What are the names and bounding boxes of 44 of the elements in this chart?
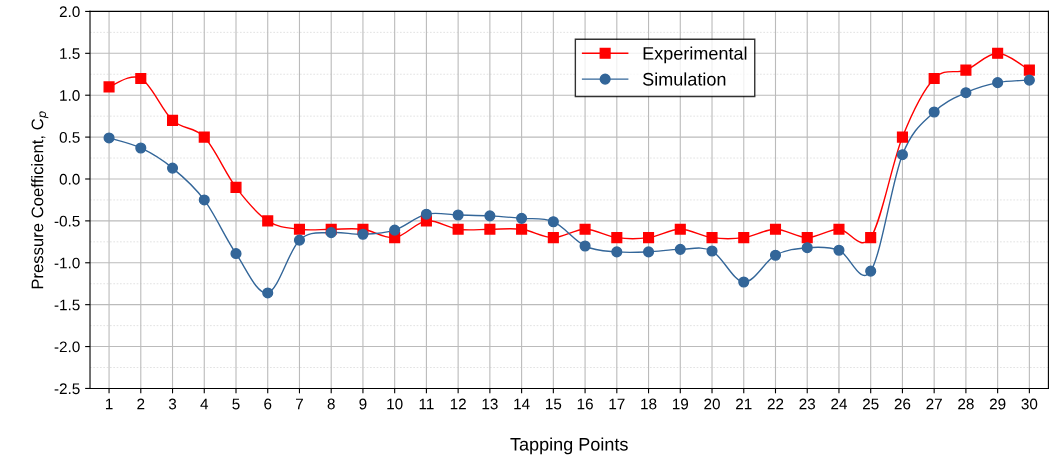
x-tick-label: 28 [958, 398, 974, 410]
x-tick-label: 13 [482, 398, 498, 410]
y-tick-label: 0.5 [59, 131, 80, 143]
x-tick-label: 20 [704, 398, 720, 410]
x-tick-label: 9 [359, 398, 367, 410]
x-tick-label: 12 [450, 398, 466, 410]
x-tick-label: 22 [767, 398, 784, 410]
y-tick-label: -1.0 [54, 257, 80, 269]
x-tick-label: 29 [989, 398, 1006, 410]
x-tick-label: 26 [894, 398, 911, 410]
x-tick-label: 14 [514, 398, 530, 410]
x-tick-label: 17 [609, 398, 625, 410]
x-tick-label: 19 [672, 398, 689, 410]
y-tick-label: -0.5 [54, 215, 80, 227]
x-tick-label: 27 [926, 398, 942, 410]
x-tick-label: 8 [327, 398, 335, 410]
x-tick-label: 15 [546, 398, 562, 410]
x-tick-label: 21 [736, 398, 752, 410]
x-tick-label: 10 [387, 398, 403, 410]
x-tick-label: 18 [641, 398, 657, 410]
y-tick-label: 2.0 [59, 6, 80, 18]
x-tick-label: 23 [799, 398, 816, 410]
x-tick-label: 5 [232, 398, 240, 410]
x-tick-label: 2 [137, 398, 145, 410]
x-tick-label: 16 [577, 398, 593, 410]
y-tick-label: -2.0 [54, 341, 80, 353]
x-tick-label: 7 [296, 398, 303, 410]
x-tick-label: 24 [831, 398, 848, 410]
x-tick-label: 11 [419, 398, 434, 410]
y-tick-label: -2.5 [54, 383, 80, 395]
y-tick-label: 1.0 [60, 90, 80, 101]
x-tick-label: 30 [1021, 398, 1038, 410]
x-tick-label: 6 [264, 398, 272, 410]
y-tick-label: 0.0 [59, 173, 80, 185]
x-tick-label: 4 [200, 398, 209, 410]
y-axis-title: Pressure Coefficient, C$_{p}$ [31, 111, 49, 289]
legend-label: Simulation [642, 72, 726, 86]
x-tick-label: 25 [862, 398, 879, 410]
x-tick-label: 1 [105, 398, 113, 410]
x-tick-label: 3 [168, 398, 177, 410]
legend-label: Experimental [643, 46, 747, 64]
y-tick-label: 1.5 [60, 48, 80, 59]
y-tick-label: -1.5 [54, 299, 80, 311]
x-axis-title: Tapping Points [510, 437, 628, 455]
